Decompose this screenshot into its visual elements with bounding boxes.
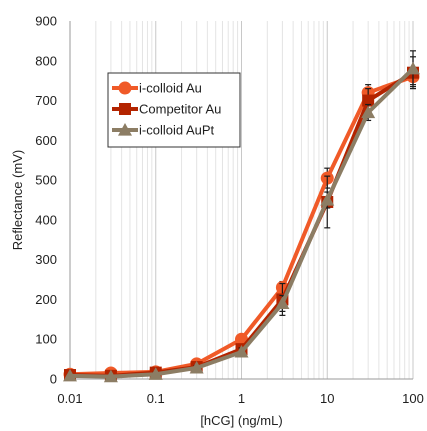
data-point: [275, 296, 290, 310]
y-tick-label: 800: [35, 53, 57, 68]
y-tick-label: 300: [35, 252, 57, 267]
data-point: [362, 94, 375, 107]
data-point: [189, 360, 204, 374]
data-point: [63, 368, 77, 382]
y-tick-label: 400: [35, 212, 57, 227]
y-tick-label: 100: [35, 332, 57, 347]
y-tick-label: 700: [35, 93, 57, 108]
y-tick-label: 900: [35, 14, 57, 29]
legend-marker: [119, 103, 131, 115]
legend-label: i-colloid AuPt: [139, 123, 215, 138]
y-tick-label: 600: [35, 133, 57, 148]
data-point: [148, 367, 163, 380]
legend-item: Competitor Au: [112, 102, 221, 117]
legend-label: Competitor Au: [139, 102, 221, 117]
x-tick-label: 1: [238, 391, 245, 406]
x-tick-label: 10: [320, 391, 334, 406]
data-point: [361, 105, 376, 119]
x-tick-labels: 0.01 0.1 1 10 100: [57, 391, 424, 406]
legend-item: i-colloid AuPt: [112, 123, 215, 138]
data-point: [234, 344, 249, 358]
legend: i-colloid Au Competitor Au i-colloid AuPt: [107, 72, 241, 148]
axes: [69, 21, 413, 380]
legend-marker: [118, 123, 132, 136]
x-tick-label: 0.1: [147, 391, 165, 406]
x-tick-label: 0.01: [57, 391, 82, 406]
y-tick-label: 0: [50, 372, 57, 387]
data-point: [320, 193, 335, 206]
y-axis-title: Reflectance (mV): [10, 150, 25, 250]
y-tick-label: 200: [35, 292, 57, 307]
legend-marker: [118, 81, 132, 95]
series-3: [63, 50, 420, 383]
x-axis-title: [hCG] (ng/mL): [200, 413, 282, 428]
x-tick-label: 100: [402, 391, 424, 406]
data-point: [406, 61, 420, 75]
legend-label: i-colloid Au: [139, 81, 202, 96]
data-point: [103, 369, 118, 383]
y-tick-labels: 0 100 200 300 400 500 600 700 800 900: [35, 14, 57, 387]
y-tick-label: 500: [35, 173, 57, 188]
legend-item: i-colloid Au: [112, 81, 202, 96]
series-layer: [63, 50, 420, 383]
